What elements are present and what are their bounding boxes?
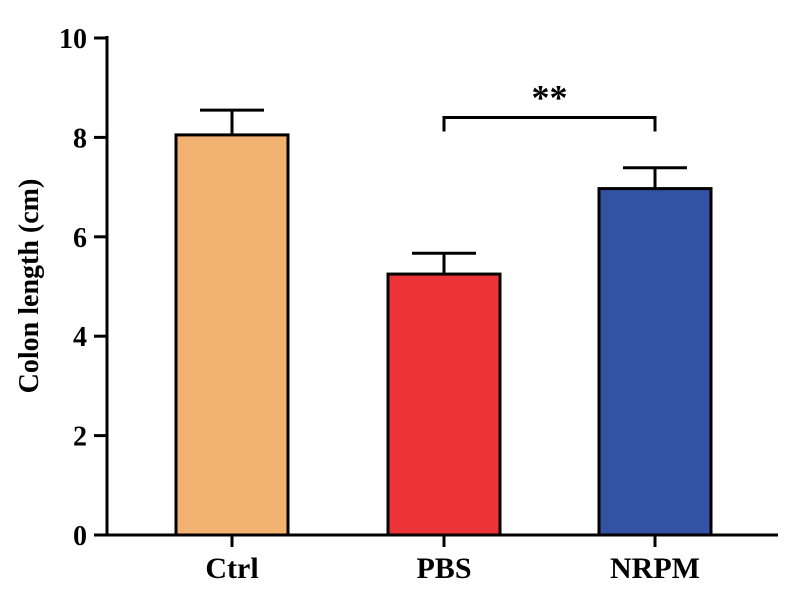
y-tick-label-10: 10 — [59, 24, 87, 55]
bar-ctrl — [174, 133, 290, 537]
y-tick-label-0: 0 — [73, 521, 87, 552]
y-tick-label-8: 8 — [73, 123, 87, 154]
significance-label: ** — [532, 78, 568, 118]
bar-pbs — [386, 272, 502, 537]
bar-nrpm — [597, 187, 713, 537]
y-tick-label-4: 4 — [73, 322, 87, 353]
y-tick-label-6: 6 — [73, 223, 87, 254]
category-label-nrpm: NRPM — [610, 552, 700, 585]
category-label-pbs: PBS — [416, 552, 471, 585]
y-axis-title: Colon length (cm) — [14, 179, 45, 394]
category-label-ctrl: Ctrl — [205, 552, 258, 585]
y-tick-label-2: 2 — [73, 422, 87, 453]
significance-bracket — [442, 116, 657, 132]
